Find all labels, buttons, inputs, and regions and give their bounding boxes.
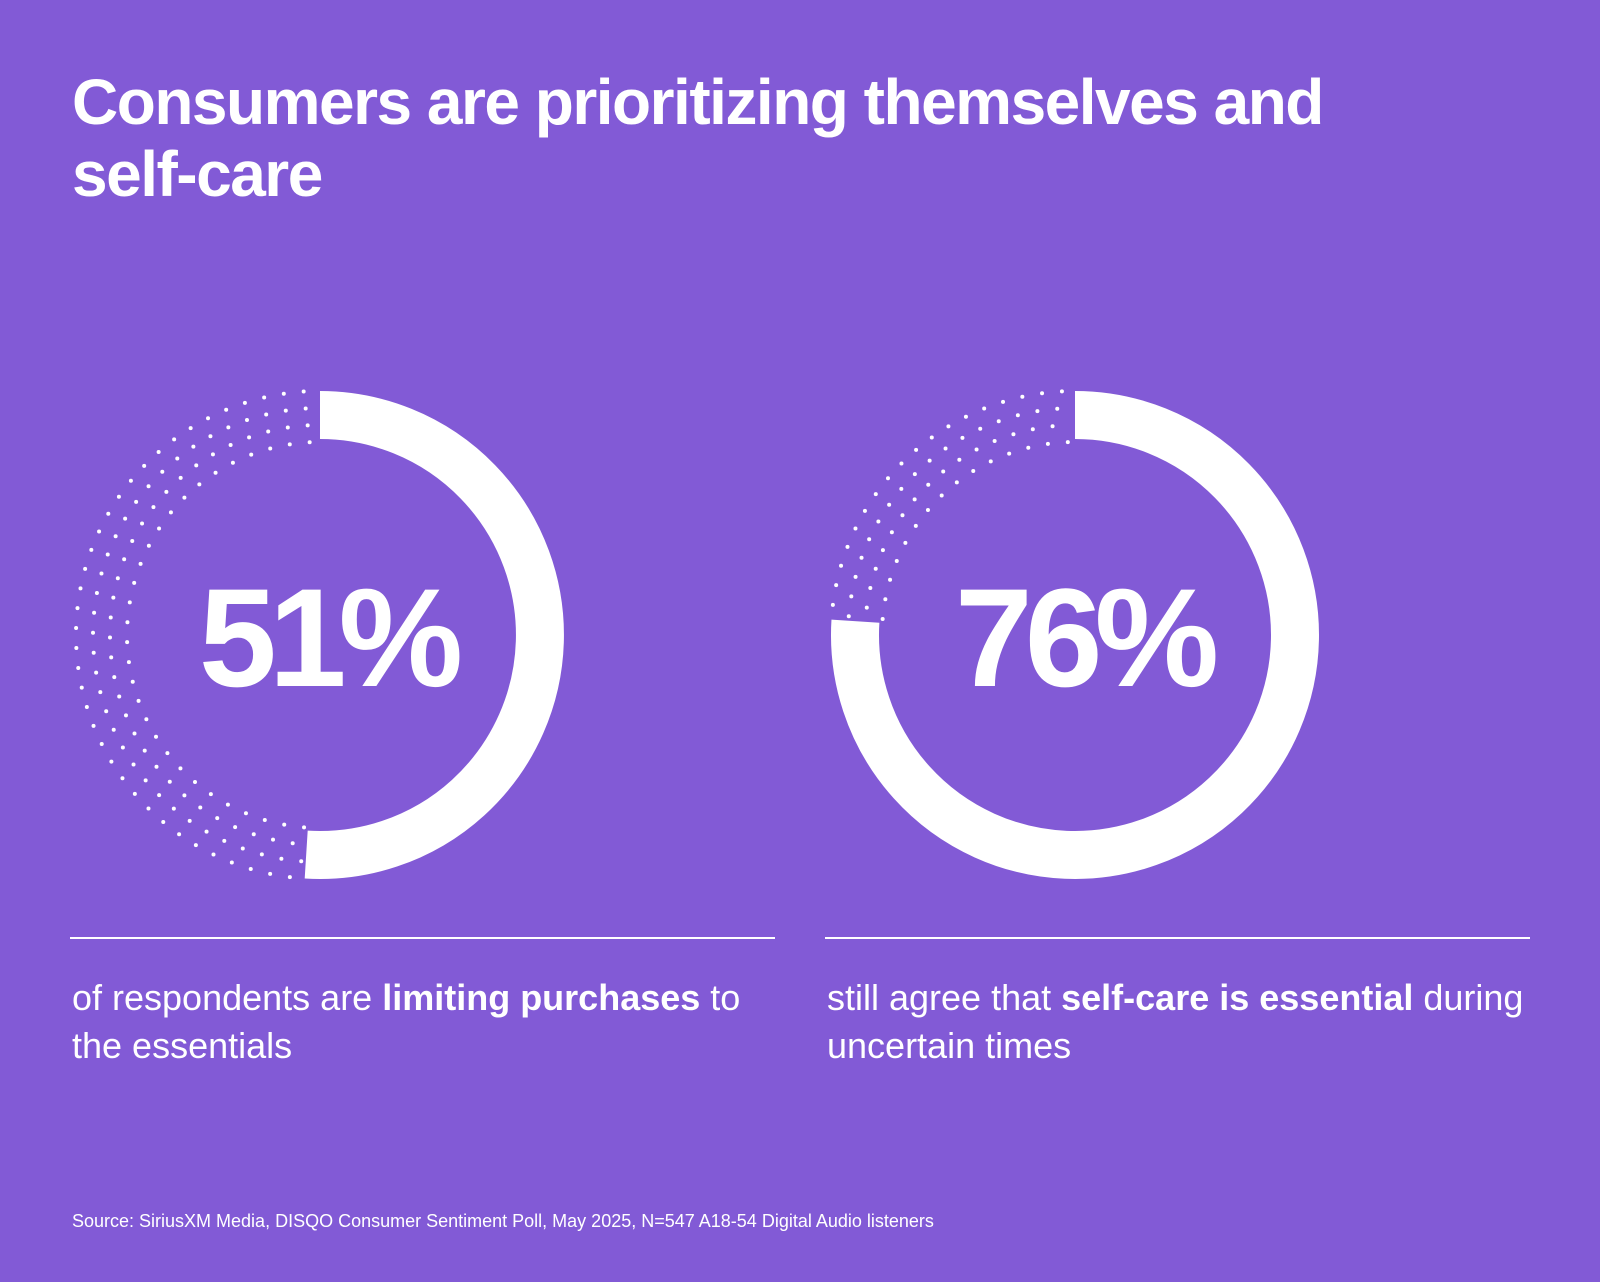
source-note: Source: SiriusXM Media, DISQO Consumer S… <box>72 1211 934 1231</box>
stat-panel-self-care: 76% still agree that self-care is essent… <box>825 385 1530 1085</box>
divider <box>70 937 775 939</box>
caption-emphasis: limiting purchases <box>382 977 701 1018</box>
caption-text: still agree that <box>827 977 1062 1018</box>
stat-caption: still agree that self-care is essential … <box>827 974 1527 1070</box>
donut-value-arc <box>831 391 1319 879</box>
donut-remainder-dots <box>74 389 312 880</box>
donut-chart <box>74 389 564 880</box>
caption-text: of respondents are <box>72 977 383 1018</box>
divider <box>825 937 1530 939</box>
caption-text: during uncertain times <box>827 977 1524 1066</box>
donut-chart <box>830 389 1319 879</box>
stat-caption: of respondents are limiting purchases to… <box>72 974 772 1070</box>
caption-text: to the essentials <box>72 977 741 1066</box>
page-title: Consumers are prioritizing themselves an… <box>72 66 1324 210</box>
stat-value: 76% <box>954 559 1219 716</box>
donut-value-arc <box>304 391 564 879</box>
stat-panel-limiting-purchases: 51% of respondents are limiting purchase… <box>70 385 775 1085</box>
stat-value: 51% <box>198 559 463 716</box>
donut-remainder-dots <box>830 389 1070 622</box>
caption-emphasis: self-care is essential <box>1061 977 1414 1018</box>
